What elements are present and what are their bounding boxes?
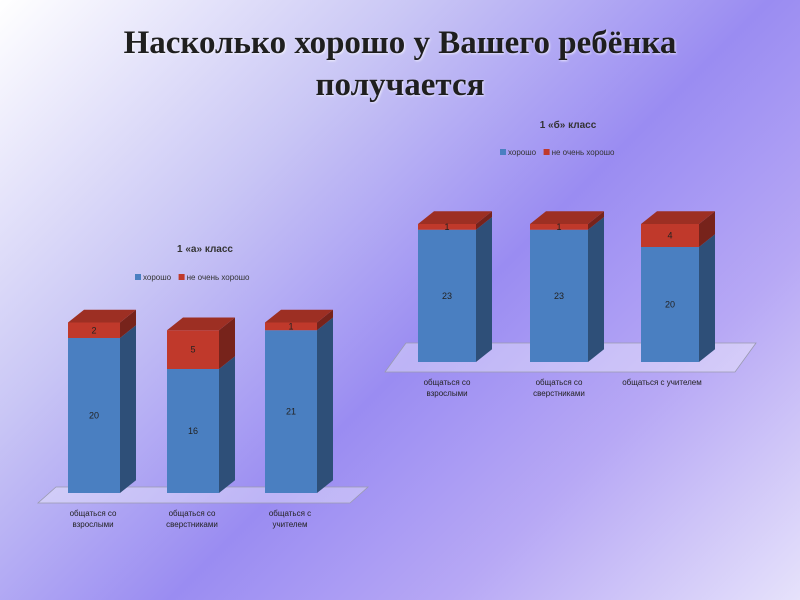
category-label: общаться со — [536, 378, 583, 387]
bar-top — [68, 309, 136, 323]
bar-side — [699, 211, 715, 247]
legend-label-1: не очень хорошо — [552, 148, 615, 157]
data-label: 1 — [556, 222, 561, 232]
slide-title-line-1: Насколько хорошо у Вашего ребёнка — [123, 25, 677, 61]
bar-side — [120, 309, 136, 338]
bar-side — [588, 211, 604, 230]
legend-swatch-1 — [178, 274, 185, 280]
bar-side — [317, 309, 333, 331]
bar-side — [476, 211, 492, 230]
bar-side — [317, 317, 333, 493]
bar-side — [120, 325, 136, 493]
bar-segment — [265, 322, 317, 331]
legend-label-1: не очень хорошо — [187, 273, 250, 282]
bar-side — [219, 356, 235, 493]
bar-segment — [68, 322, 120, 338]
bar-segment — [641, 247, 699, 362]
bar-segment — [530, 229, 588, 362]
category-label: сверстниками — [166, 520, 218, 529]
slide-title-line-2: получается — [315, 67, 485, 103]
category-label: взрослыми — [426, 389, 467, 398]
legend-label-0: хорошо — [508, 148, 537, 157]
bar-segment — [530, 224, 588, 230]
bar-segment — [167, 369, 219, 493]
legend-swatch-1 — [543, 149, 550, 155]
data-label: 5 — [190, 345, 195, 355]
category-label: общаться с учителем — [622, 378, 702, 387]
bar-side — [699, 234, 715, 362]
data-label: 20 — [89, 411, 99, 421]
data-label: 4 — [667, 231, 672, 241]
category-label: общаться с — [269, 509, 311, 518]
category-label: взрослыми — [72, 520, 113, 529]
data-label: 23 — [554, 291, 564, 301]
bar-segment — [641, 224, 699, 247]
data-label: 1 — [288, 321, 293, 331]
chart-title: 1 «б» класс — [540, 119, 597, 131]
bar-top — [167, 317, 235, 331]
bar-segment — [68, 338, 120, 493]
data-label: 23 — [442, 291, 452, 301]
slide-title: Насколько хорошо у Вашего ребёнка получа… — [0, 22, 800, 106]
bar-top — [265, 309, 333, 323]
bar-top — [641, 211, 715, 224]
legend-swatch-0 — [135, 274, 141, 280]
data-label: 21 — [286, 407, 296, 417]
bar-segment — [418, 224, 476, 230]
data-label: 2 — [91, 325, 96, 335]
chart-title: 1 «а» класс — [177, 244, 233, 255]
bar-top — [418, 211, 492, 224]
bar-side — [219, 317, 235, 369]
legend-label-0: хорошо — [143, 273, 172, 282]
category-label: общаться со — [70, 509, 117, 518]
category-label: учителем — [272, 520, 307, 529]
bar-top — [530, 211, 604, 224]
category-label: общаться со — [424, 378, 471, 387]
bar-side — [476, 216, 492, 362]
bar-side — [588, 216, 604, 362]
bar-segment — [418, 229, 476, 362]
category-label: сверстниками — [533, 389, 585, 398]
bar-segment — [167, 330, 219, 369]
bar-segment — [265, 330, 317, 493]
data-label: 1 — [444, 222, 449, 232]
data-label: 20 — [665, 300, 675, 310]
category-label: общаться со — [169, 509, 216, 518]
data-label: 16 — [188, 426, 198, 436]
legend-swatch-0 — [500, 149, 506, 155]
